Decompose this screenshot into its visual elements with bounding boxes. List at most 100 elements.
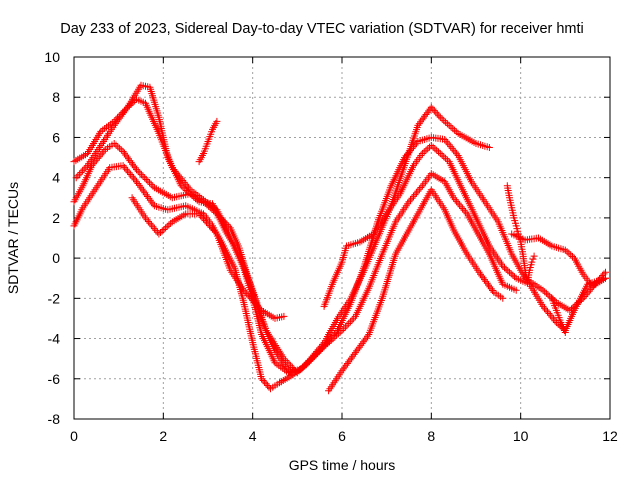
data-point-marker: [112, 120, 119, 128]
data-point-marker: [137, 183, 145, 191]
data-point-marker: [127, 158, 135, 166]
data-point-marker: [116, 144, 124, 152]
data-point-marker: [347, 354, 355, 362]
data-point-marker: [171, 167, 179, 175]
x-tick-label: 6: [338, 428, 346, 444]
y-tick-label: -8: [48, 411, 61, 427]
data-point-marker: [548, 313, 556, 321]
data-point-marker: [364, 332, 371, 340]
data-point-marker: [131, 176, 139, 184]
data-point-marker: [477, 270, 484, 278]
data-point-marker: [341, 323, 349, 331]
data-point-marker: [453, 150, 461, 158]
data-point-marker: [117, 146, 125, 154]
axis-ticks: [73, 56, 611, 420]
data-point-marker: [565, 249, 573, 257]
data-point-marker: [348, 316, 356, 324]
data-point-marker: [512, 286, 520, 294]
data-point-marker: [549, 315, 557, 323]
data-point-marker: [420, 148, 428, 156]
data-point-marker: [136, 169, 144, 177]
data-point-marker: [338, 367, 346, 375]
data-point-marker: [414, 121, 422, 129]
data-point-marker: [424, 145, 432, 153]
data-point-marker: [125, 102, 133, 110]
data-point-marker: [114, 116, 122, 124]
data-point-marker: [345, 320, 353, 327]
data-point-marker: [481, 276, 488, 284]
data-point-marker: [131, 97, 139, 105]
data-point-marker: [486, 283, 494, 291]
data-point-marker: [120, 109, 128, 117]
data-point-marker: [129, 99, 137, 106]
data-point-marker: [501, 264, 508, 272]
x-tick-label: 8: [427, 428, 435, 444]
data-point-marker: [246, 293, 254, 301]
data-point-marker: [483, 279, 491, 287]
data-point-marker: [447, 123, 455, 131]
data-point-marker: [139, 172, 147, 180]
data-point-marker: [441, 136, 449, 143]
data-point-marker: [213, 210, 221, 218]
data-point-marker: [252, 300, 260, 308]
data-point-marker: [211, 228, 219, 236]
data-point-marker: [404, 150, 411, 158]
data-point-marker: [241, 288, 249, 296]
data-point-marker: [585, 287, 593, 295]
data-point-marker: [561, 246, 569, 254]
data-point-marker: [442, 118, 450, 126]
data-point-marker: [253, 301, 261, 309]
data-point-marker: [155, 230, 163, 238]
data-point-marker: [147, 221, 155, 229]
data-point-marker: [125, 155, 132, 163]
data-point-marker: [342, 361, 350, 369]
data-point-marker: [443, 156, 451, 164]
data-point-marker: [146, 219, 154, 227]
data-point-marker: [284, 366, 292, 374]
data-point-marker: [149, 200, 157, 208]
data-point-marker: [541, 304, 548, 312]
y-tick-labels: -8 -6 -4 -2 0 2 4 6 8 10: [44, 49, 60, 427]
data-point-marker: [125, 169, 133, 177]
data-point-marker: [457, 203, 465, 211]
data-point-marker: [449, 125, 457, 133]
data-point-marker: [340, 325, 348, 333]
y-tick-label: -2: [48, 290, 61, 306]
data-point-marker: [314, 349, 322, 357]
data-point-marker: [142, 191, 150, 199]
data-point-marker: [445, 121, 453, 129]
data-point-marker: [139, 187, 147, 195]
data-point-marker: [427, 103, 435, 111]
data-point-marker: [602, 274, 609, 282]
data-point-marker: [541, 288, 549, 296]
data-point-marker: [94, 154, 102, 162]
data-point-marker: [544, 291, 552, 299]
data-point-marker: [357, 341, 365, 349]
data-point-marker: [133, 166, 140, 174]
data-point-marker: [334, 330, 342, 338]
data-point-marker: [160, 226, 168, 233]
data-point-marker: [499, 262, 507, 270]
series-track-h: [325, 186, 507, 395]
data-point-marker: [438, 151, 446, 159]
y-tick-label: 0: [52, 250, 60, 266]
data-point-marker: [442, 137, 450, 145]
data-point-marker: [129, 160, 136, 168]
data-point-marker: [312, 351, 320, 359]
data-point-marker: [415, 185, 423, 193]
data-point-marker: [415, 120, 423, 128]
series-track-j: [503, 182, 538, 286]
data-point-marker: [411, 141, 419, 149]
x-axis-label: GPS time / hours: [289, 457, 396, 473]
data-point-marker: [431, 145, 439, 153]
y-tick-label: -6: [48, 371, 61, 387]
data-point-marker: [207, 223, 215, 231]
data-point-marker: [459, 205, 467, 212]
data-point-marker: [205, 202, 213, 210]
data-point-marker: [149, 182, 157, 190]
data-point-marker: [546, 311, 554, 319]
chart-title: Day 233 of 2023, Sidereal Day-to-day VTE…: [60, 21, 584, 37]
data-point-marker: [450, 194, 458, 202]
data-point-marker: [79, 167, 87, 175]
